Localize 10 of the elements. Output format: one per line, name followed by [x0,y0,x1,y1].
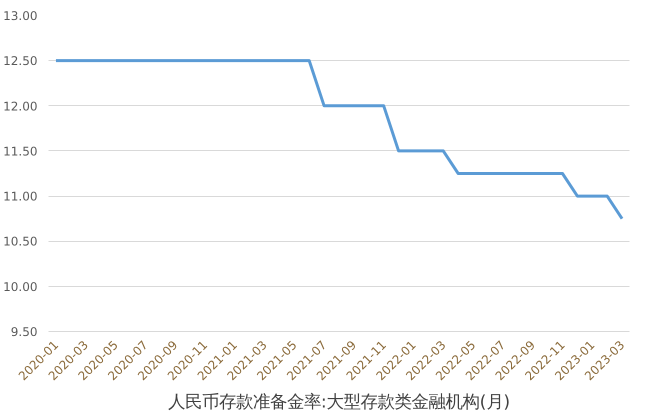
y-tick-label: 11.00 [3,190,38,204]
x-axis-title: 人民币存款准备金率:大型存款类金融机构(月) [168,392,510,412]
y-tick-label: 9.50 [10,325,38,339]
y-tick-label: 12.00 [3,99,38,114]
y-tick-label: 10.00 [3,280,38,294]
y-tick-label: 11.50 [3,144,38,158]
y-tick-label: 13.00 [3,9,38,23]
line-series [54,59,624,220]
y-tick-label: 12.50 [3,54,38,68]
y-tick-label: 10.50 [3,234,38,249]
